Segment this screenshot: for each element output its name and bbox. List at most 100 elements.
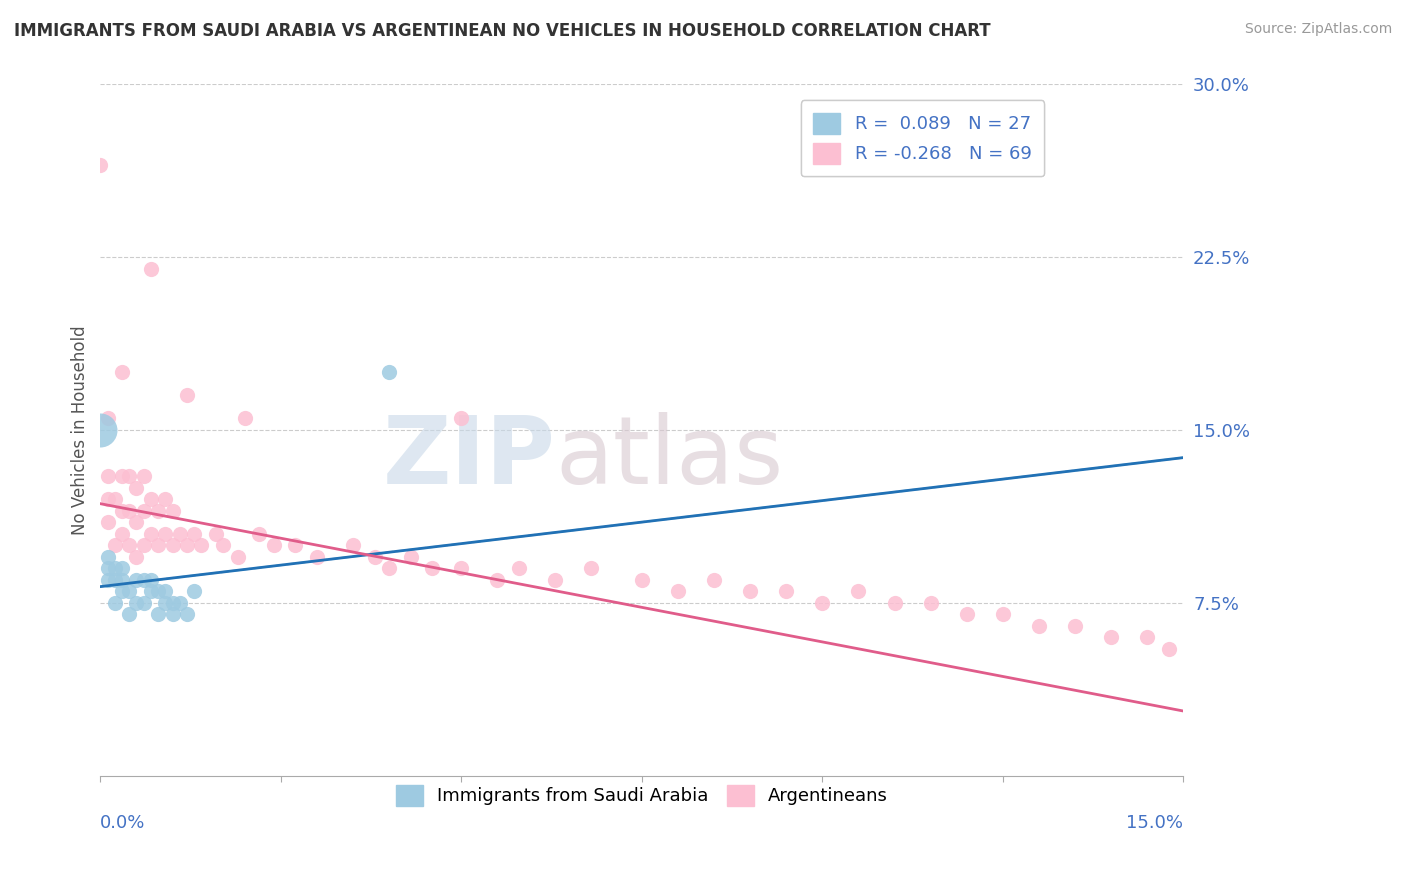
Point [544, 573, 567, 587]
Point [111, 365, 134, 379]
Point [97, 561, 120, 575]
Point [118, 584, 141, 599]
Point [155, 492, 177, 507]
Point [363, 549, 385, 564]
Point [97, 492, 120, 507]
Point [176, 388, 198, 402]
Point [233, 411, 256, 425]
Point [97, 573, 120, 587]
Text: 15.0%: 15.0% [1126, 814, 1184, 832]
Point [226, 549, 249, 564]
Point [132, 596, 155, 610]
Point [146, 503, 169, 517]
Point [125, 596, 148, 610]
Point [848, 584, 870, 599]
Point [155, 584, 177, 599]
Point [378, 365, 401, 379]
Point [212, 538, 235, 552]
Point [104, 561, 127, 575]
Point [883, 596, 905, 610]
Point [305, 549, 328, 564]
Point [1136, 630, 1159, 644]
Point [169, 526, 191, 541]
Point [132, 469, 155, 483]
Legend: Immigrants from Saudi Arabia, Argentineans: Immigrants from Saudi Arabia, Argentinea… [387, 776, 897, 815]
Point [139, 584, 162, 599]
Point [104, 492, 127, 507]
Point [450, 411, 472, 425]
Point [111, 573, 134, 587]
Point [132, 573, 155, 587]
Point [118, 607, 141, 622]
Point [125, 481, 148, 495]
Point [508, 561, 530, 575]
Point [104, 573, 127, 587]
Point [146, 607, 169, 622]
Point [111, 526, 134, 541]
Point [450, 561, 472, 575]
Point [97, 411, 120, 425]
Point [111, 469, 134, 483]
Point [118, 538, 141, 552]
Point [740, 584, 762, 599]
Point [139, 573, 162, 587]
Point [125, 515, 148, 529]
Text: atlas: atlas [555, 411, 783, 504]
Text: ZIP: ZIP [382, 411, 555, 504]
Point [378, 561, 401, 575]
Point [162, 607, 184, 622]
Point [176, 607, 198, 622]
Point [1157, 641, 1180, 656]
Point [775, 584, 797, 599]
Point [703, 573, 725, 587]
Point [183, 526, 205, 541]
Point [920, 596, 942, 610]
Point [263, 538, 285, 552]
Text: IMMIGRANTS FROM SAUDI ARABIA VS ARGENTINEAN NO VEHICLES IN HOUSEHOLD CORRELATION: IMMIGRANTS FROM SAUDI ARABIA VS ARGENTIN… [14, 22, 991, 40]
Point [169, 596, 191, 610]
Point [205, 526, 228, 541]
Point [118, 469, 141, 483]
Text: Source: ZipAtlas.com: Source: ZipAtlas.com [1244, 22, 1392, 37]
Point [422, 561, 444, 575]
Point [162, 503, 184, 517]
Point [132, 503, 155, 517]
Point [111, 561, 134, 575]
Point [97, 469, 120, 483]
Point [1099, 630, 1122, 644]
Point [666, 584, 689, 599]
Point [956, 607, 979, 622]
Point [89, 423, 111, 437]
Point [118, 503, 141, 517]
Point [111, 584, 134, 599]
Point [630, 573, 652, 587]
Point [146, 584, 169, 599]
Point [139, 492, 162, 507]
Point [155, 526, 177, 541]
Point [146, 538, 169, 552]
Point [111, 503, 134, 517]
Point [486, 573, 509, 587]
Point [162, 596, 184, 610]
Point [399, 549, 422, 564]
Point [139, 261, 162, 276]
Point [190, 538, 212, 552]
Point [247, 526, 270, 541]
Point [176, 538, 198, 552]
Point [155, 596, 177, 610]
Text: 0.0%: 0.0% [100, 814, 146, 832]
Point [581, 561, 603, 575]
Point [104, 596, 127, 610]
Point [125, 549, 148, 564]
Point [89, 158, 111, 172]
Point [183, 584, 205, 599]
Point [342, 538, 364, 552]
Point [284, 538, 307, 552]
Point [1064, 619, 1087, 633]
Point [991, 607, 1014, 622]
Point [1028, 619, 1050, 633]
Point [139, 526, 162, 541]
Point [162, 538, 184, 552]
Point [97, 515, 120, 529]
Y-axis label: No Vehicles in Household: No Vehicles in Household [72, 326, 89, 535]
